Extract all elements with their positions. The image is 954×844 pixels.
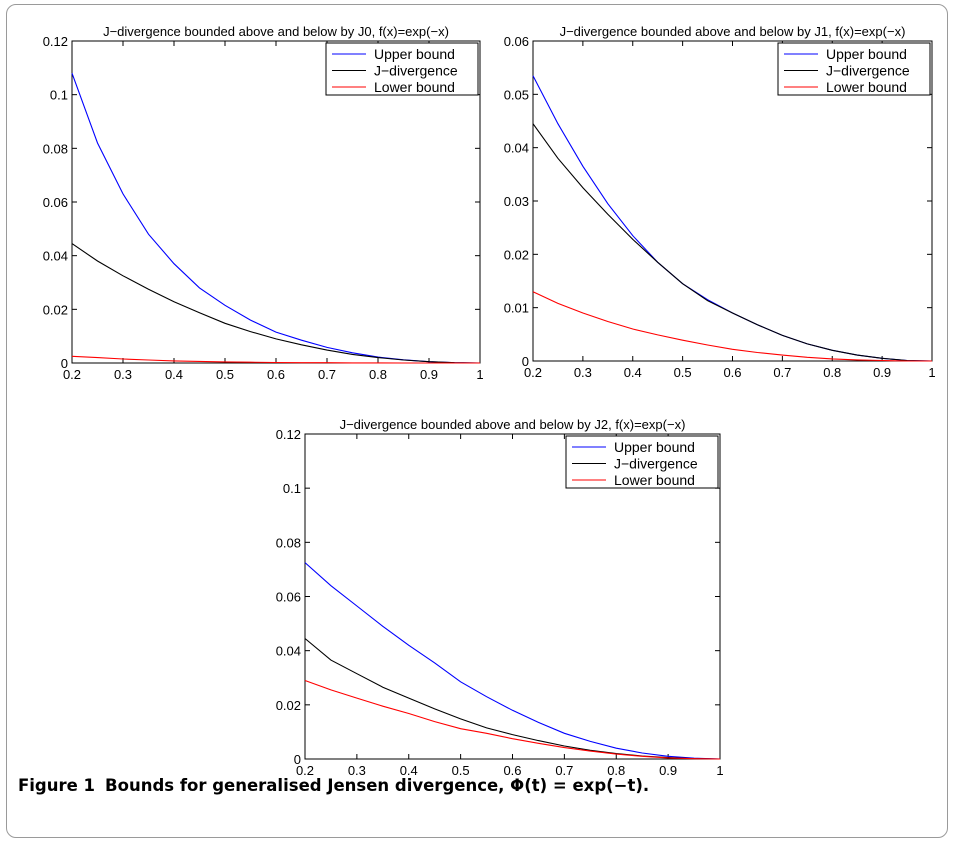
x-tick-label: 0.8 — [607, 763, 625, 778]
x-tick-label: 0.6 — [723, 365, 741, 380]
y-tick-label: 0.12 — [43, 34, 68, 49]
legend-box — [325, 42, 479, 96]
y-tick-label: 0.03 — [504, 194, 529, 209]
legend-label: Upper bound — [614, 439, 695, 455]
x-tick-label: 0.4 — [165, 367, 183, 382]
y-tick-label: 0 — [522, 354, 529, 369]
chart-title: J−divergence bounded above and below by … — [560, 24, 906, 39]
chart-j0: J−divergence bounded above and below by … — [43, 24, 484, 382]
y-tick-label: 0.01 — [504, 301, 529, 316]
y-tick-label: 0.05 — [504, 87, 529, 102]
x-tick-label: 0.2 — [63, 367, 81, 382]
y-tick-label: 0.02 — [43, 302, 68, 317]
y-tick-label: 0.02 — [276, 698, 301, 713]
legend-box — [777, 42, 931, 96]
y-tick-label: 0.12 — [276, 427, 301, 442]
y-tick-label: 0.04 — [276, 644, 301, 659]
legend-label: Lower bound — [826, 79, 907, 95]
figure-caption: Figure 1 Bounds for generalised Jensen di… — [18, 776, 649, 795]
chart-title: J−divergence bounded above and below by … — [340, 417, 686, 432]
legend-label: Lower bound — [614, 472, 695, 488]
legend-label: J−divergence — [614, 456, 698, 472]
legend-label: Upper bound — [374, 46, 455, 62]
chart-j1: J−divergence bounded above and below by … — [504, 24, 936, 380]
caption-text: Bounds for generalised Jensen divergence… — [105, 776, 650, 795]
y-tick-label: 0.08 — [276, 535, 301, 550]
y-tick-label: 0 — [61, 356, 68, 371]
series-line-j-divergence — [532, 123, 933, 362]
y-tick-label: 0.1 — [50, 88, 68, 103]
x-tick-label: 0.8 — [823, 365, 841, 380]
legend-label: Upper bound — [826, 46, 907, 62]
y-tick-label: 0.06 — [276, 590, 301, 605]
x-tick-label: 0.2 — [296, 763, 314, 778]
legend-box — [565, 435, 719, 489]
caption-label: Figure 1 — [18, 776, 96, 795]
legend-label: Lower bound — [374, 79, 455, 95]
chart-j2: J−divergence bounded above and below by … — [276, 417, 724, 778]
x-tick-label: 0.9 — [659, 763, 677, 778]
legend-label: J−divergence — [826, 63, 910, 79]
series-line-lower-bound — [304, 679, 721, 760]
x-tick-label: 0.5 — [674, 365, 692, 380]
y-tick-label: 0 — [294, 752, 301, 767]
x-tick-label: 0.7 — [318, 367, 336, 382]
chart-title: J−divergence bounded above and below by … — [103, 24, 449, 39]
y-tick-label: 0.04 — [43, 249, 68, 264]
x-tick-label: 0.3 — [114, 367, 132, 382]
x-tick-label: 0.5 — [452, 763, 470, 778]
figure-frame — [6, 4, 948, 838]
y-tick-label: 0.1 — [283, 481, 301, 496]
x-tick-label: 0.4 — [624, 365, 642, 380]
y-tick-label: 0.06 — [43, 195, 68, 210]
x-tick-label: 0.7 — [773, 365, 791, 380]
x-tick-label: 0.3 — [574, 365, 592, 380]
series-line-j-divergence — [71, 243, 481, 364]
y-tick-label: 0.06 — [504, 34, 529, 49]
x-tick-label: 0.2 — [524, 365, 542, 380]
legend-label: J−divergence — [374, 63, 458, 79]
x-tick-label: 0.4 — [400, 763, 418, 778]
x-tick-label: 0.9 — [873, 365, 891, 380]
x-tick-label: 0.6 — [267, 367, 285, 382]
y-tick-label: 0.02 — [504, 247, 529, 262]
x-tick-label: 0.3 — [348, 763, 366, 778]
x-tick-label: 1 — [928, 365, 935, 380]
x-tick-label: 0.9 — [420, 367, 438, 382]
series-line-upper-bound — [304, 562, 721, 760]
x-tick-label: 1 — [716, 763, 723, 778]
x-tick-label: 0.6 — [503, 763, 521, 778]
y-tick-label: 0.08 — [43, 141, 68, 156]
x-tick-label: 0.5 — [216, 367, 234, 382]
x-tick-label: 0.8 — [369, 367, 387, 382]
y-tick-label: 0.04 — [504, 141, 529, 156]
x-tick-label: 1 — [476, 367, 483, 382]
series-line-lower-bound — [71, 355, 480, 364]
series-line-lower-bound — [532, 291, 932, 362]
x-tick-label: 0.7 — [555, 763, 573, 778]
